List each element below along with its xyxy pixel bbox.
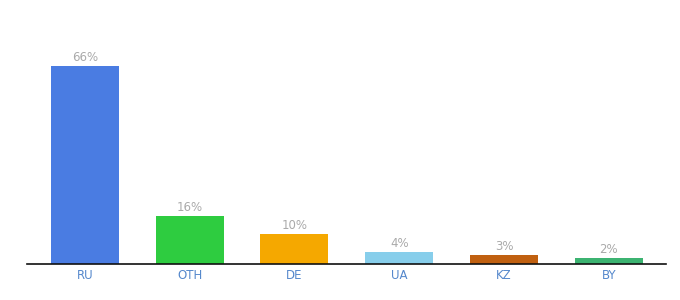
Text: 2%: 2% <box>600 243 618 256</box>
Bar <box>575 258 643 264</box>
Bar <box>51 66 119 264</box>
Text: 4%: 4% <box>390 237 409 250</box>
Text: 66%: 66% <box>72 51 98 64</box>
Text: 3%: 3% <box>495 240 513 253</box>
Text: 16%: 16% <box>177 201 203 214</box>
Bar <box>156 216 224 264</box>
Bar <box>470 255 538 264</box>
Text: 10%: 10% <box>282 219 307 232</box>
Bar <box>365 252 433 264</box>
Bar <box>260 234 328 264</box>
